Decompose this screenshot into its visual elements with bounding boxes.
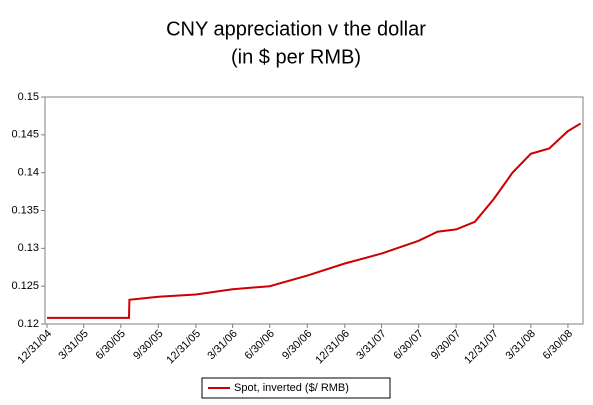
chart-subtitle: (in $ per RMB) — [231, 46, 361, 68]
x-tick-label: 12/31/06 — [313, 328, 352, 367]
y-tick-label: 0.14 — [18, 167, 39, 179]
y-tick-label: 0.145 — [11, 129, 39, 141]
x-tick-label: 3/31/06 — [205, 328, 239, 362]
x-tick-label: 6/30/06 — [242, 328, 276, 362]
x-tick-label: 6/30/08 — [541, 328, 575, 362]
x-tick-label: 3/31/07 — [354, 328, 388, 362]
x-tick-label: 3/31/08 — [504, 328, 538, 362]
x-tick-label: 12/31/07 — [462, 328, 501, 367]
series-line — [47, 122, 582, 319]
y-tick-label: 0.135 — [11, 204, 39, 216]
y-tick-label: 0.12 — [18, 318, 39, 330]
chart-title: CNY appreciation v the dollar — [166, 18, 426, 40]
plot-area — [44, 96, 584, 325]
legend-label: Spot, inverted ($/ RMB) — [234, 382, 349, 394]
y-tick-label: 0.15 — [18, 91, 39, 103]
x-tick-label: 12/31/04 — [15, 328, 54, 367]
x-tick-label: 12/31/05 — [164, 328, 203, 367]
x-tick-label: 3/31/05 — [56, 328, 90, 362]
legend-box — [201, 377, 391, 399]
x-tick-label: 6/30/05 — [94, 328, 128, 362]
x-tick-label: 6/30/07 — [391, 328, 425, 362]
x-tick-label: 9/30/06 — [280, 328, 314, 362]
x-tick-label: 9/30/05 — [131, 328, 165, 362]
x-tick-label: 9/30/07 — [429, 328, 463, 362]
y-tick-label: 0.13 — [18, 242, 39, 254]
y-tick-label: 0.125 — [11, 280, 39, 292]
